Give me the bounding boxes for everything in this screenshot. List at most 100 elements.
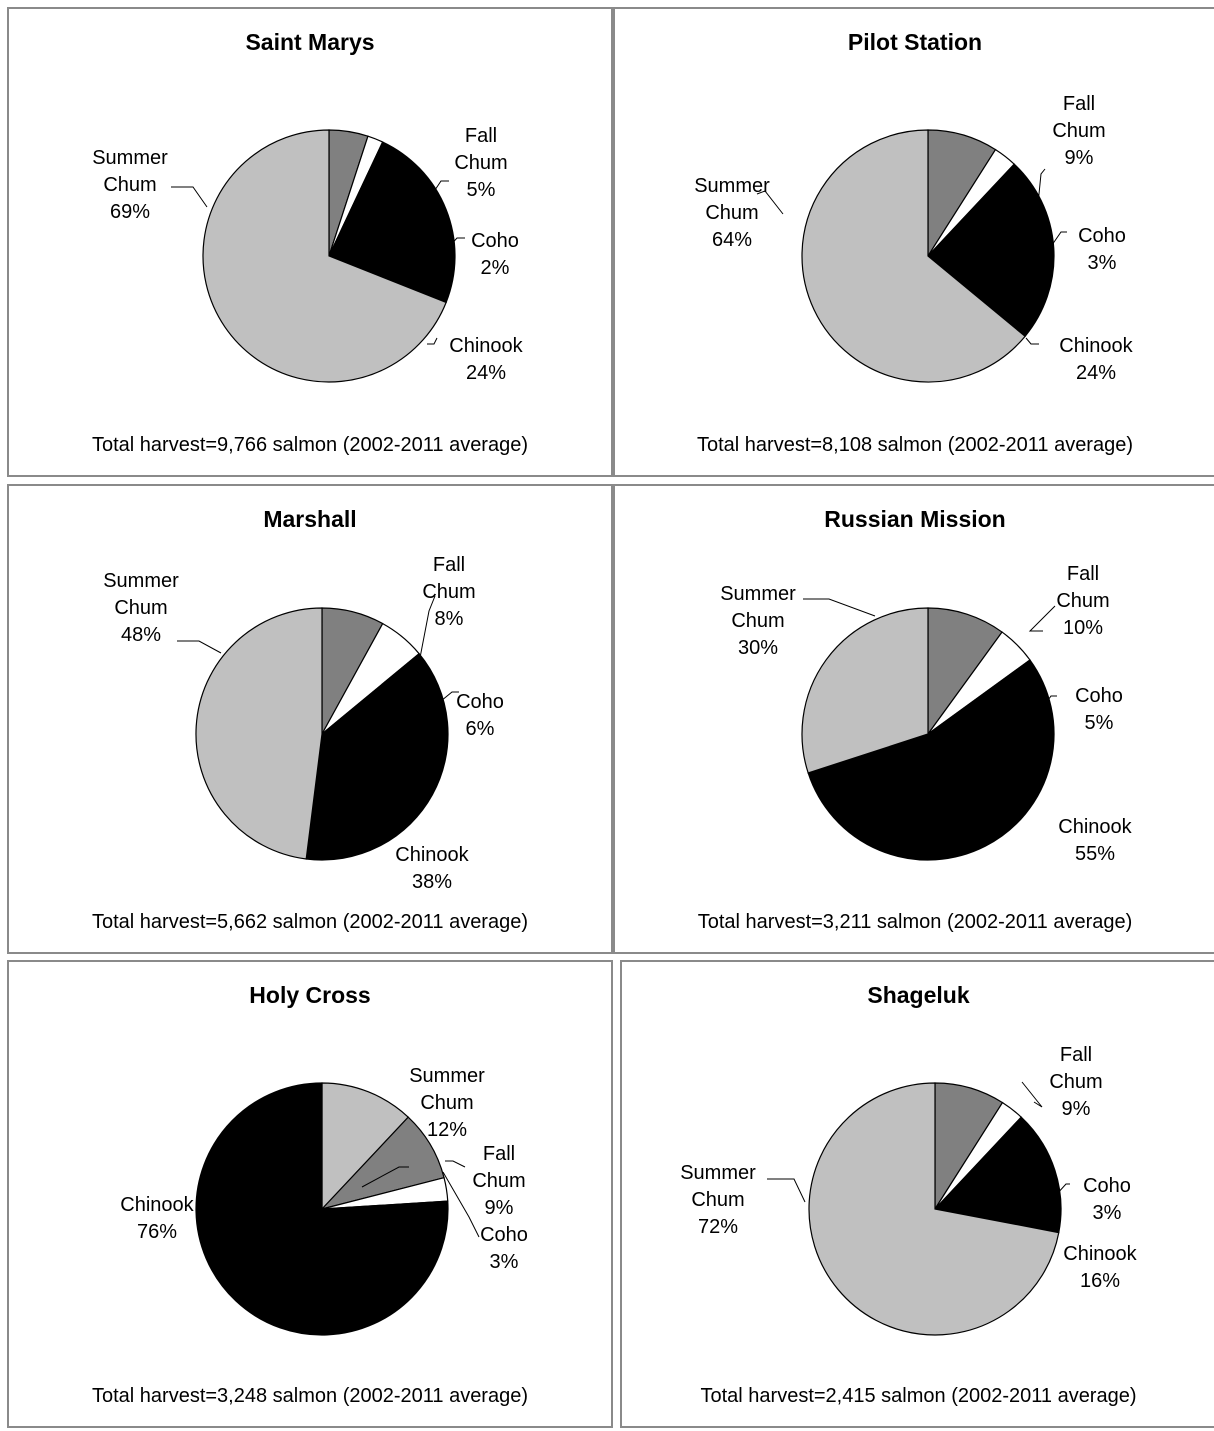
leader-line-chinook [427,337,438,345]
slice-name: Summer [103,570,179,592]
slice-label-fall-chum: Fall Chum 10% [1056,563,1109,639]
leader-line-summer-chum [756,190,784,215]
slice-label-chinook: Chinook 24% [449,335,523,384]
slice-name: Fall [1063,93,1095,115]
leader-line-coho [446,237,465,250]
leader-line-summer-chum [171,186,208,208]
pie-chart-svg: Saint Marys Fall Chum 5% Coho 2% Chinook 24% Sum… [92,29,528,456]
slice-name: Chum [103,174,156,196]
pie-slice-summer-chum [801,129,1026,383]
slice-label-coho: Coho 3% [1078,225,1126,274]
leader-line-fall-chum [418,595,436,664]
slice-name: Chum [454,152,507,174]
slice-name: Summer [680,1162,756,1184]
slice-percent: 48% [121,624,161,646]
slice-label-coho: Coho 3% [480,1224,528,1273]
chart-footer: Total harvest=9,766 salmon (2002-2011 av… [92,434,528,456]
leader-line-fall-chum [1036,168,1046,215]
slice-name: Fall [1067,563,1099,585]
slice-name: Summer [409,1065,485,1087]
leader-line-coho [440,691,459,702]
slice-percent: 69% [110,201,150,223]
slice-label-fall-chum: Fall Chum 9% [1049,1044,1102,1120]
pie-slice-summer-chum [808,1082,1060,1336]
slice-name: Chinook [395,844,469,866]
slice-percent: 8% [435,608,464,630]
slice-percent: 64% [712,229,752,251]
chart-title: Shageluk [867,982,969,1008]
slice-percent: 72% [698,1216,738,1238]
slice-label-summer-chum: Summer Chum 48% [103,570,179,646]
pie-slice-summer-chum [321,1082,410,1211]
slice-label-summer-chum: Summer Chum 64% [694,175,770,251]
slice-label-summer-chum: Summer Chum 30% [720,583,796,659]
slice-percent: 5% [1085,712,1114,734]
pie-chart-svg: Holy CrossSummerChum12%FallChum9%Coho3%C… [92,982,528,1407]
slice-name: Chum [731,610,784,632]
pie-slice-chinook [195,1082,449,1336]
slice-name: Coho [1083,1175,1131,1197]
leader-line-summer-chum [361,1166,409,1188]
slice-percent: 6% [466,718,495,740]
leader-line-summer-chum [177,640,222,654]
pie-slice-summer-chum [195,607,323,860]
slice-percent: 3% [1088,252,1117,274]
slice-percent: 16% [1080,1270,1120,1292]
slice-label-coho: Coho 3% [1083,1175,1131,1224]
slice-name: Chum [114,597,167,619]
pie-slice-chinook [933,1116,1062,1234]
slice-label-chinook: Chinook 24% [1059,335,1133,384]
chart-title: Marshall [263,506,356,532]
leader-line-fall-chum [1028,605,1056,632]
pie-chart-svg: Pilot Station Fall Chum 9% Coho 3% Chinook 24% S… [694,29,1133,456]
chart-title: Saint Marys [245,29,374,55]
slice-name: Coho [1075,685,1123,707]
slice-name: Coho [471,230,519,252]
slice-percent: 9% [485,1197,514,1219]
slice-name: Chinook [1063,1243,1137,1265]
slice-label-chinook: Chinook 16% [1063,1243,1137,1292]
slice-percent: 55% [1075,843,1115,865]
slice-percent: 12% [427,1119,467,1141]
slice-name: Chinook [120,1194,194,1216]
slice-name: Chum [1049,1071,1102,1093]
pie-slice-chinook [927,163,1055,338]
slice-percent: 5% [467,179,496,201]
leader-line-coho [1043,695,1057,707]
pie-slice-fall-chum [927,607,1003,736]
slice-percent: 3% [490,1251,519,1273]
slice-name: Chum [1052,120,1105,142]
slice-name: Fall [465,125,497,147]
pie-panel-shageluk: Shageluk Fall Chum 9% Coho 3% Chinook 16% Summer… [620,960,1214,1428]
pie-chart-svg: Russian Mission Fall Chum 10% Coho 5% Chinook 5… [698,506,1133,933]
chart-footer: Total harvest=3,248 salmon (2002-2011 av… [92,1385,528,1407]
leader-line-coho [1051,231,1067,246]
chart-footer: Total harvest=3,211 salmon (2002-2011 av… [698,911,1133,933]
slice-name: Chinook [1058,816,1132,838]
slice-name: Chinook [1059,335,1133,357]
chart-footer: Total harvest=8,108 salmon (2002-2011 av… [697,434,1133,456]
leader-line-fall-chum [428,180,449,200]
slice-percent: 24% [466,362,506,384]
slice-name: Summer [720,583,796,605]
slice-percent: 2% [481,257,510,279]
pie-panel-saint-marys: Saint Marys Fall Chum 5% Coho 2% Chinook 24% Sum… [7,7,613,477]
leader-line-summer-chum [803,598,876,617]
slice-name: Summer [92,147,168,169]
chart-title: Pilot Station [848,29,982,55]
slice-percent: 3% [1093,1202,1122,1224]
leader-line-coho [442,1171,480,1238]
slice-name: Coho [480,1224,528,1246]
pie-slice-chinook [305,652,449,861]
leader-line-chinook [1025,337,1039,345]
pie-chart-svg: Shageluk Fall Chum 9% Coho 3% Chinook 16% Summer… [680,982,1137,1407]
slice-name: Fall [1060,1044,1092,1066]
chart-title: Holy Cross [249,982,370,1008]
slice-label-chinook: Chinook 38% [395,844,469,893]
slice-name: Coho [456,691,504,713]
slice-label-chinook: Chinook 76% [120,1194,194,1243]
chart-footer: Total harvest=5,662 salmon (2002-2011 av… [92,911,528,933]
chart-footer: Total harvest=2,415 salmon (2002-2011 av… [700,1385,1136,1407]
pie-panel-holy-cross: Holy Cross Summer Chum 12% Fall Chum 9% Coho 3% C… [7,960,613,1428]
leader-line-chinook [376,830,389,838]
